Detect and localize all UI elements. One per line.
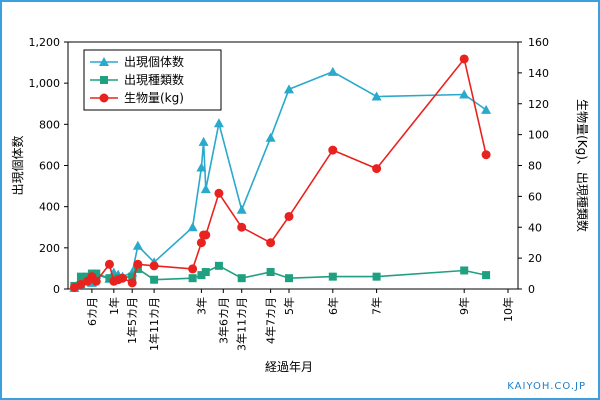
x-axis-tick-label: 6年 [326, 297, 340, 315]
right-axis-tick-label: 80 [528, 160, 542, 173]
data-point-series-1 [201, 268, 210, 277]
data-point-series-1 [328, 272, 337, 281]
x-axis-tick-label: 1年5カ月 [125, 297, 139, 344]
data-point-series-2 [196, 238, 206, 248]
data-point-series-2 [201, 230, 211, 240]
data-point-series-2 [266, 238, 276, 248]
legend-marker-2 [99, 93, 109, 103]
x-axis-tick-label: 10年 [501, 297, 515, 322]
data-point-series-1 [266, 268, 275, 277]
data-point-series-0 [284, 84, 294, 94]
legend-label-2: 生物量(kg) [124, 91, 184, 105]
data-point-series-1 [76, 272, 85, 281]
right-axis-tick-label: 20 [528, 252, 542, 265]
data-point-series-2 [127, 278, 137, 288]
left-axis-tick-label: 400 [39, 201, 60, 214]
x-axis-tick-label: 1年11カ月 [147, 297, 161, 351]
data-point-series-2 [372, 164, 382, 174]
data-point-series-0 [481, 104, 492, 114]
right-axis-tick-label: 160 [528, 36, 549, 49]
right-axis-title: 生物量(Kg)、出現種類数 [575, 99, 590, 232]
data-point-series-0 [327, 66, 338, 76]
legend-label-1: 出現種類数 [124, 72, 184, 87]
data-point-series-1 [237, 274, 246, 283]
data-point-series-2 [459, 54, 469, 64]
data-point-series-1 [150, 275, 159, 284]
data-point-series-2 [328, 145, 338, 155]
x-axis-tick-label: 9年 [457, 297, 471, 315]
data-point-series-1 [197, 271, 206, 280]
data-point-series-0 [132, 240, 143, 250]
data-point-series-1 [460, 266, 469, 275]
data-point-series-1 [482, 271, 491, 280]
data-point-series-1 [188, 274, 197, 283]
right-axis-tick-label: 40 [528, 221, 542, 234]
left-axis-tick-label: 200 [39, 242, 60, 255]
data-point-series-2 [481, 150, 491, 160]
x-axis-tick-label: 3年 [194, 297, 208, 315]
legend-label-0: 出現個体数 [124, 54, 184, 69]
x-axis-tick-label: 3年6カ月 [216, 297, 230, 344]
left-axis-tick-label: 800 [39, 118, 60, 131]
data-point-series-0 [196, 162, 207, 172]
legend-marker-1 [100, 76, 108, 84]
right-axis-tick-label: 60 [528, 190, 542, 203]
x-axis-tick-label: 4年7カ月 [264, 297, 278, 344]
data-point-series-0 [236, 204, 247, 214]
left-axis-tick-label: 1,200 [29, 36, 61, 49]
data-point-series-0 [200, 184, 211, 194]
data-point-series-1 [133, 264, 142, 273]
data-point-series-0 [198, 136, 209, 146]
data-point-series-2 [149, 261, 159, 271]
right-axis-tick-label: 0 [528, 283, 535, 296]
data-point-series-0 [371, 91, 382, 101]
data-point-series-2 [214, 188, 224, 198]
data-point-series-2 [91, 276, 101, 286]
x-axis-tick-label: 1年 [107, 297, 121, 315]
data-point-series-1 [92, 269, 101, 278]
left-axis-tick-label: 600 [39, 160, 60, 173]
data-point-series-1 [372, 272, 381, 281]
left-axis-tick-label: 0 [53, 283, 60, 296]
data-point-series-1 [128, 272, 137, 281]
data-point-series-1 [285, 274, 293, 283]
data-point-series-0 [213, 118, 224, 128]
right-axis-tick-label: 120 [528, 98, 549, 111]
left-axis-tick-label: 1,000 [29, 77, 61, 90]
left-axis-title: 出現個体数 [10, 135, 25, 195]
right-axis-tick-label: 100 [528, 129, 549, 142]
data-point-series-2 [188, 264, 198, 274]
x-axis-tick-label: 7年 [370, 297, 384, 315]
x-axis-tick-label: 5年 [282, 297, 296, 315]
data-point-series-0 [265, 132, 276, 142]
data-point-series-1 [105, 274, 114, 283]
data-point-series-1 [214, 261, 223, 270]
data-point-series-2 [284, 211, 294, 221]
data-point-series-2 [118, 273, 128, 283]
legend-marker-0 [99, 57, 109, 66]
x-axis-title: 経過年月 [265, 360, 313, 374]
right-axis-tick-label: 140 [528, 67, 549, 80]
data-point-series-2 [104, 259, 114, 269]
x-axis-tick-label: 6カ月 [86, 297, 99, 326]
data-point-series-0 [187, 222, 198, 232]
data-point-series-2 [133, 259, 143, 269]
data-point-series-0 [459, 89, 470, 99]
x-axis-tick-label: 3年11カ月 [235, 297, 249, 351]
data-point-series-2 [237, 222, 247, 232]
site-credit: KAIYOH.CO.JP [507, 381, 586, 392]
